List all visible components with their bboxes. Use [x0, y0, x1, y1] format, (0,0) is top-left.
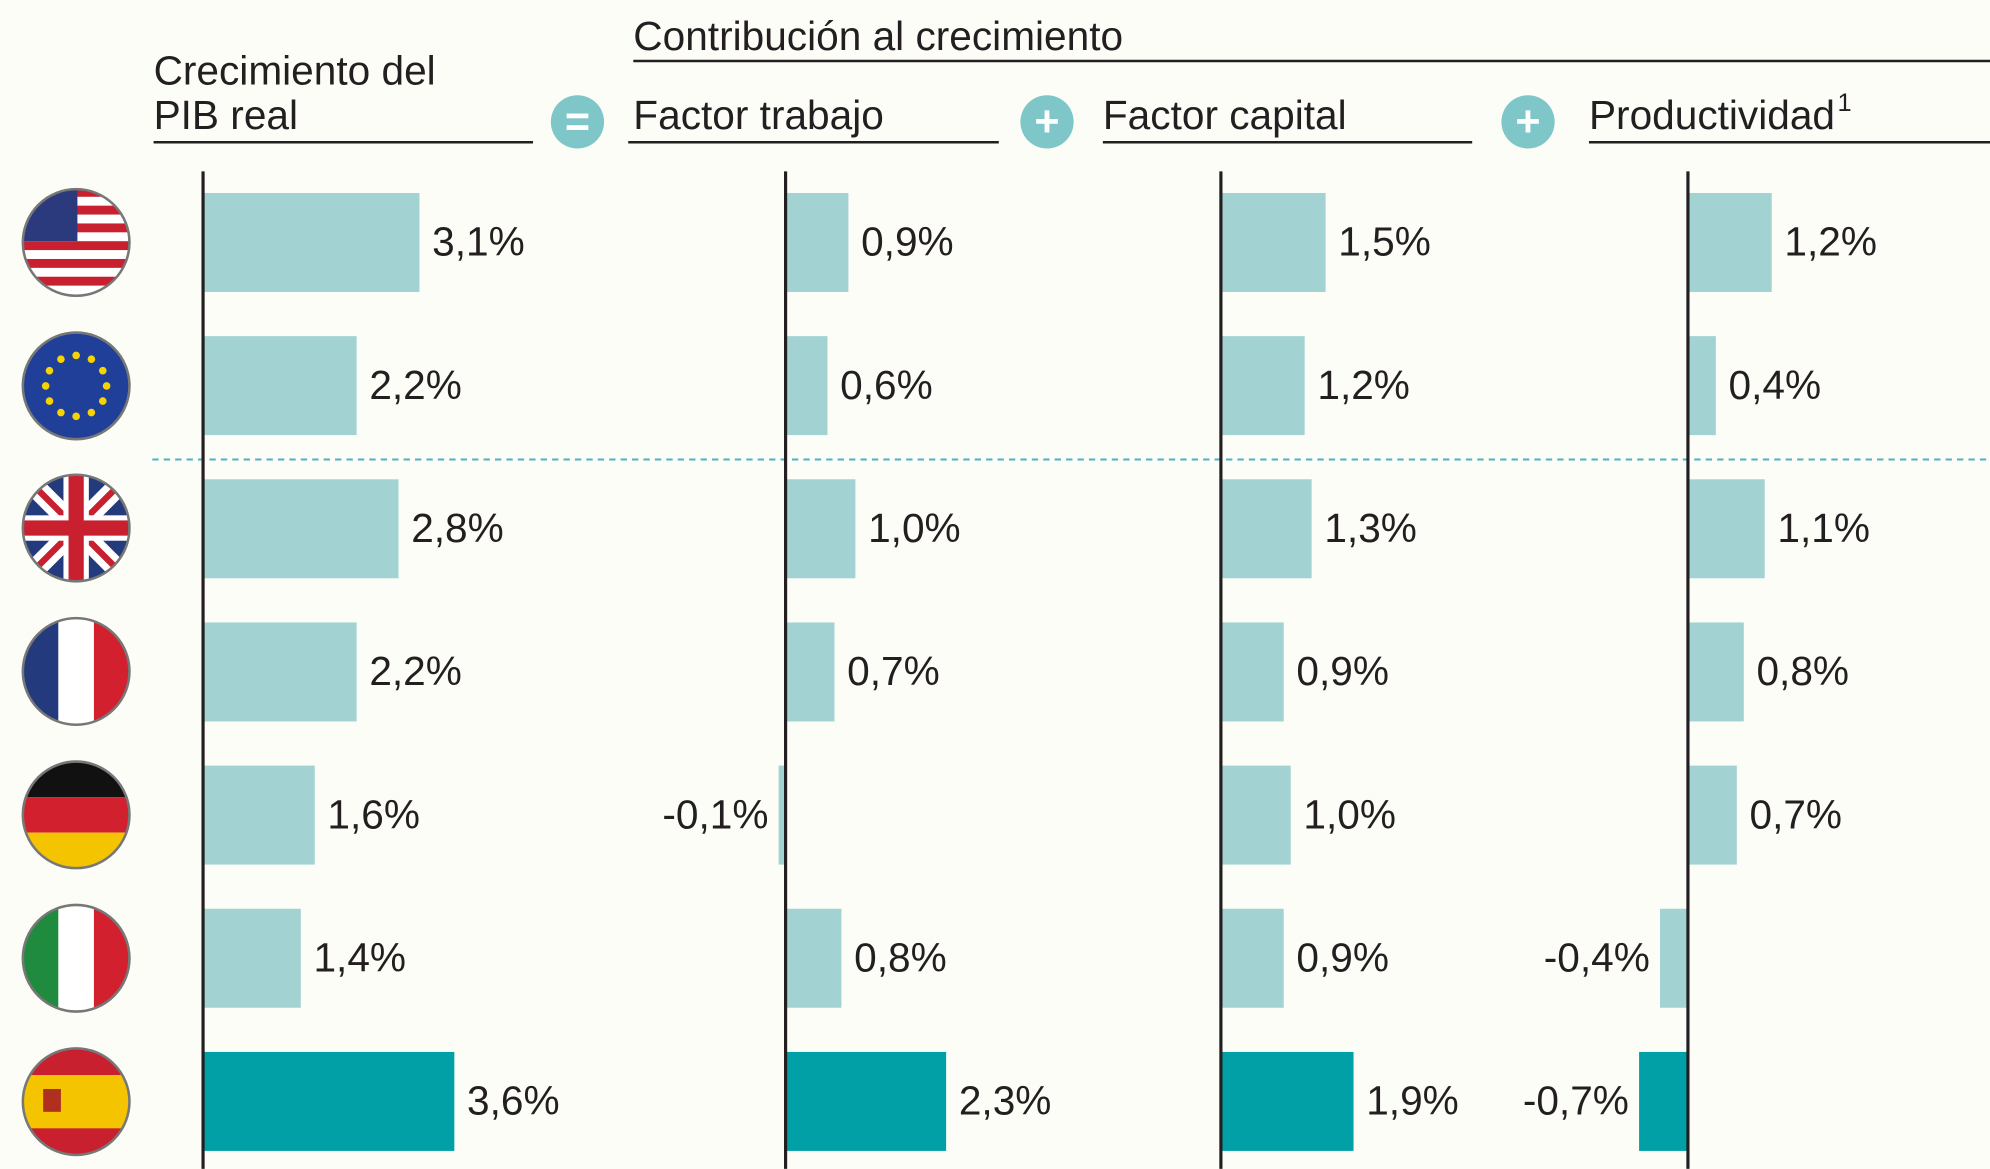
operator-circle — [550, 95, 605, 149]
bar — [1220, 192, 1326, 292]
value-label: -0,4% — [1544, 935, 1650, 981]
bar — [1220, 479, 1312, 579]
bar — [203, 1051, 455, 1151]
bar — [1687, 765, 1737, 865]
bar — [1220, 1051, 1354, 1151]
value-label: 2,8% — [411, 505, 504, 551]
value-label: 1,9% — [1366, 1078, 1459, 1124]
bar — [1220, 336, 1305, 436]
bar — [1687, 336, 1716, 436]
value-label: 0,8% — [1756, 648, 1849, 694]
value-label: 1,0% — [868, 505, 961, 551]
bar — [1639, 1051, 1688, 1151]
bar — [1687, 192, 1772, 292]
value-label: 0,7% — [1749, 791, 1842, 837]
value-label: 1,1% — [1777, 505, 1870, 551]
operator: = — [565, 98, 590, 146]
flag-eu — [22, 332, 130, 440]
flag-uk — [22, 474, 130, 582]
bar — [1220, 765, 1291, 865]
value-label: 0,6% — [840, 362, 933, 408]
title-note: 1 — [1838, 89, 1852, 117]
bar — [785, 622, 835, 722]
flag-es — [22, 1048, 130, 1155]
value-label: 1,5% — [1338, 219, 1431, 265]
value-label: 0,9% — [1296, 935, 1389, 981]
bar — [1220, 622, 1284, 722]
value-label: 2,2% — [369, 648, 462, 694]
value-label: -0,1% — [662, 791, 768, 837]
bar — [785, 1051, 947, 1151]
panel-title: Productividad — [1589, 92, 1835, 138]
bar — [203, 765, 315, 865]
value-label: 1,6% — [327, 791, 420, 837]
value-label: 1,2% — [1784, 219, 1877, 265]
bar — [785, 192, 849, 292]
panel-title: Factor trabajo — [633, 92, 884, 138]
value-label: 0,7% — [847, 648, 940, 694]
bar — [203, 192, 420, 292]
operator-circle — [1501, 95, 1555, 149]
operator: + — [1034, 98, 1059, 146]
bar — [1660, 908, 1688, 1008]
value-label: 1,2% — [1317, 362, 1410, 408]
operator-circle — [1020, 95, 1074, 149]
value-label: 0,9% — [861, 219, 954, 265]
panel-title: PIB real — [154, 92, 298, 138]
bar — [1687, 479, 1765, 579]
bar — [203, 336, 357, 436]
value-label: 3,1% — [432, 219, 525, 265]
value-label: 2,3% — [959, 1078, 1052, 1124]
bar — [203, 908, 301, 1008]
bar — [1687, 622, 1744, 722]
panel-title: Factor capital — [1103, 92, 1347, 138]
value-label: 1,0% — [1303, 791, 1396, 837]
operator: + — [1515, 98, 1540, 146]
value-label: 0,9% — [1296, 648, 1389, 694]
bar — [778, 765, 786, 865]
value-label: 1,4% — [313, 935, 406, 981]
bar — [785, 336, 828, 436]
bar — [203, 622, 357, 722]
value-label: 0,4% — [1729, 362, 1822, 408]
value-label: 0,8% — [854, 935, 947, 981]
bar — [1220, 908, 1284, 1008]
flag-us — [22, 189, 130, 296]
value-label: 1,3% — [1324, 505, 1417, 551]
value-label: -0,7% — [1523, 1078, 1629, 1124]
bar — [785, 908, 842, 1008]
value-label: 2,2% — [369, 362, 462, 408]
bar — [785, 479, 856, 579]
supertitle: Contribución al crecimiento — [633, 13, 1123, 59]
panel-title: Crecimiento del — [154, 47, 436, 93]
value-label: 3,6% — [467, 1078, 560, 1124]
bar — [203, 479, 399, 579]
